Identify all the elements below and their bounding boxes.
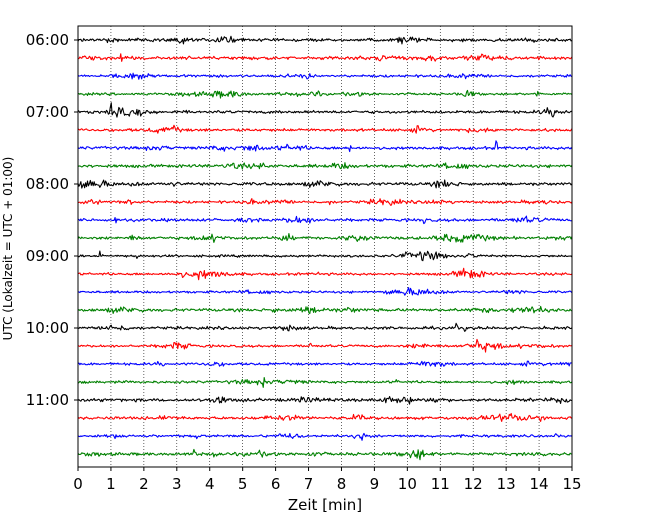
y-tick-label: 10:00 (26, 319, 69, 337)
seismic-trace-0945 (77, 305, 573, 315)
y-axis-ticks: 06:00 07:00 08:00 09:00 10:00 11:00 (26, 31, 78, 409)
seismic-trace-1145 (77, 448, 573, 461)
seismic-trace-0700 (77, 102, 573, 118)
y-tick-label: 07:00 (26, 103, 69, 121)
seismic-trace-0845 (77, 233, 573, 243)
seismic-trace-1030 (77, 360, 573, 367)
x-tick-label: 5 (238, 475, 248, 493)
x-tick-label: 1 (106, 475, 116, 493)
x-tick-label: 0 (73, 475, 83, 493)
x-tick-label: 3 (172, 475, 182, 493)
seismic-trace-1045 (77, 377, 573, 388)
x-tick-label: 7 (304, 475, 314, 493)
seismic-trace-0800 (77, 179, 573, 189)
seismic-traces (77, 35, 573, 461)
y-tick-label: 06:00 (26, 31, 69, 49)
seismic-trace-1115 (77, 412, 573, 422)
plot-frame (77, 25, 573, 468)
y-tick-label: 11:00 (26, 391, 69, 409)
x-tick-label: 6 (271, 475, 281, 493)
seismic-trace-0730 (77, 140, 573, 153)
x-tick-label: 2 (139, 475, 149, 493)
x-axis-label: Zeit [min] (288, 496, 362, 514)
seismic-trace-1015 (77, 338, 573, 353)
y-axis-label: UTC (Lokalzeit = UTC + 01:00) (1, 157, 15, 341)
x-tick-label: 9 (370, 475, 380, 493)
x-tick-label: 12 (464, 475, 483, 493)
seismic-trace-0600 (77, 35, 573, 45)
seismic-trace-0815 (77, 198, 573, 206)
y-tick-label: 09:00 (26, 247, 69, 265)
seismic-trace-0830 (77, 215, 573, 225)
seismic-trace-1100 (77, 395, 573, 405)
x-tick-label: 4 (205, 475, 215, 493)
y-tick-label: 08:00 (26, 175, 69, 193)
seismic-trace-0630 (77, 72, 573, 80)
seismic-trace-0715 (77, 124, 573, 134)
seismic-trace-0645 (77, 89, 573, 99)
x-tick-label: 11 (431, 475, 450, 493)
seismic-trace-0930 (77, 287, 573, 296)
seismic-trace-0615 (77, 53, 573, 62)
seismic-trace-1130 (77, 432, 573, 441)
x-tick-label: 13 (497, 475, 516, 493)
seismic-trace-0915 (77, 267, 573, 281)
x-tick-label: 14 (530, 475, 549, 493)
x-tick-label: 15 (562, 475, 581, 493)
x-tick-label: 10 (398, 475, 417, 493)
seismic-trace-0745 (77, 162, 573, 170)
seismic-trace-0900 (77, 250, 573, 262)
x-axis-ticks: 0 1 2 3 4 5 6 7 8 9 10 11 12 13 14 15 (73, 467, 582, 493)
x-tick-label: 8 (337, 475, 347, 493)
seismic-trace-1000 (77, 322, 573, 332)
